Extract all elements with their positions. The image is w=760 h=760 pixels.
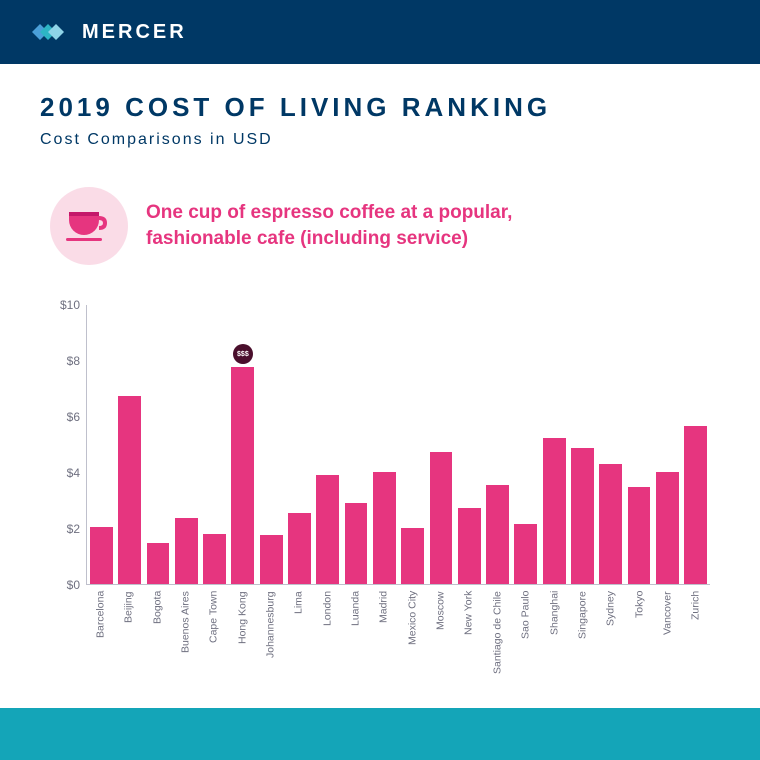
x-label: Bogota [146, 591, 169, 687]
description-row: One cup of espresso coffee at a popular,… [40, 187, 720, 265]
x-label: London [316, 591, 339, 687]
plot-area: $$$ [86, 305, 710, 585]
bar [147, 543, 170, 584]
page-title: 2019 COST OF LIVING RANKING [40, 92, 720, 123]
y-tick: $10 [60, 298, 80, 312]
y-tick: $6 [67, 410, 80, 424]
x-label: Madrid [372, 591, 395, 687]
x-label: Buenos Aires [174, 591, 197, 687]
bar [316, 475, 339, 584]
x-label: New York [457, 591, 480, 687]
x-label: Sao Paulo [514, 591, 537, 687]
bar [118, 396, 141, 584]
bar [231, 367, 254, 584]
x-label: Santiago de Chile [486, 591, 509, 687]
logo-mark-icon [32, 19, 72, 45]
x-label: Moscow [429, 591, 452, 687]
bar [345, 503, 368, 584]
bar [486, 485, 509, 584]
x-label: Vancover [656, 591, 679, 687]
x-label: Lima [287, 591, 310, 687]
x-label: Barcelona [89, 591, 112, 687]
y-tick: $8 [67, 354, 80, 368]
bar-chart: $0$2$4$6$8$10 $$$ BarcelonaBeijingBogota… [40, 305, 720, 687]
bar [373, 472, 396, 584]
bar [401, 528, 424, 584]
bar-col [288, 513, 311, 584]
x-label: Cape Town [202, 591, 225, 687]
bar [458, 508, 481, 584]
bar [514, 524, 537, 584]
bar [571, 448, 594, 584]
bar [656, 472, 679, 584]
coffee-icon [50, 187, 128, 265]
bar [628, 487, 651, 584]
footer-bar [0, 708, 760, 760]
bar-col [203, 534, 226, 584]
bar-col [401, 528, 424, 584]
bar [175, 518, 198, 584]
bar [260, 535, 283, 584]
x-label: Johannesburg [259, 591, 282, 687]
x-axis-labels: BarcelonaBeijing BogotaBuenos AiresCape T… [86, 591, 710, 687]
bar-col [486, 485, 509, 584]
x-label: Tokyo [628, 591, 651, 687]
x-label: Hong Kong [231, 591, 254, 687]
header-bar: MERCER [0, 0, 760, 64]
y-tick: $4 [67, 466, 80, 480]
bar-col [147, 543, 170, 584]
bar-col [599, 464, 622, 584]
page-subtitle: Cost Comparisons in USD [40, 131, 720, 149]
x-label: Zurich [684, 591, 707, 687]
brand-logo: MERCER [32, 19, 187, 45]
bar-col [430, 452, 453, 584]
x-label: Singapore [571, 591, 594, 687]
bar [288, 513, 311, 584]
brand-name: MERCER [82, 21, 187, 44]
bar-col [373, 472, 396, 584]
bar-col: $$$ [231, 367, 254, 584]
description-text: One cup of espresso coffee at a popular,… [146, 200, 606, 251]
bar-col [656, 472, 679, 584]
bar-col [684, 426, 707, 584]
bar-col [628, 487, 651, 584]
x-label: Luanda [344, 591, 367, 687]
bar-col [514, 524, 537, 584]
bar [430, 452, 453, 584]
bar-col [260, 535, 283, 584]
x-label: Sydney [599, 591, 622, 687]
bar-col [571, 448, 594, 584]
bar [599, 464, 622, 584]
y-axis: $0$2$4$6$8$10 [40, 305, 86, 585]
bar-col [118, 396, 141, 584]
bar [203, 534, 226, 584]
bar [684, 426, 707, 584]
x-label: Shanghai [543, 591, 566, 687]
y-tick: $0 [67, 578, 80, 592]
bar-col [90, 527, 113, 584]
bar [90, 527, 113, 584]
x-label: Mexico City [401, 591, 424, 687]
bar-col [543, 438, 566, 584]
bar-col [458, 508, 481, 584]
bars-container: $$$ [87, 305, 710, 584]
y-tick: $2 [67, 522, 80, 536]
bar-col [345, 503, 368, 584]
bar-col [316, 475, 339, 584]
bar [543, 438, 566, 584]
bar-col [175, 518, 198, 584]
content-area: 2019 COST OF LIVING RANKING Cost Compari… [0, 64, 760, 687]
x-label: Beijing [117, 591, 140, 687]
highlight-badge: $$$ [233, 344, 253, 364]
